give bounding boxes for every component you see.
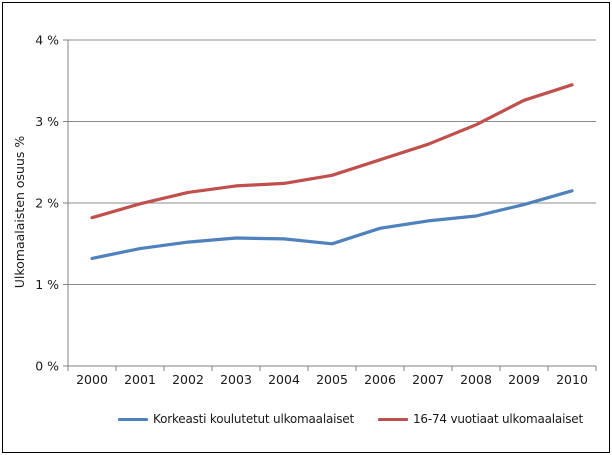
legend-line-swatch-blue: [118, 417, 148, 421]
y-tick-label-3: 3 %: [35, 114, 59, 129]
x-tick-label-2009: 2009: [508, 372, 540, 387]
legend-line-swatch-red: [378, 417, 408, 421]
y-axis-title: Ulkomaalaisten osuus %: [12, 136, 27, 289]
x-tick-label-2005: 2005: [316, 372, 348, 387]
x-tick-labels: 2000 2001 2002 2003 2004 2005 2006 2007 2008 2009…: [76, 372, 588, 387]
x-tick-label-2000: 2000: [76, 372, 108, 387]
series-lines: [90, 83, 574, 260]
legend-item-korkeasti-koulutetut: Korkeasti koulutetut ulkomaalaiset: [118, 412, 354, 426]
x-tick-label-2006: 2006: [364, 372, 396, 387]
legend-label: 16-74 vuotiaat ulkomaalaiset: [413, 412, 583, 426]
y-tick-label-4: 4 %: [35, 33, 59, 48]
legend-item-16-74-vuotiaat: 16-74 vuotiaat ulkomaalaiset: [378, 412, 583, 426]
series-line-1: [90, 83, 574, 220]
y-tick-labels: 0 % 1 % 2 % 3 % 4 %: [35, 33, 59, 374]
series-line-0: [90, 189, 574, 260]
y-tick-label-2: 2 %: [35, 196, 59, 211]
x-tick-label-2008: 2008: [460, 372, 492, 387]
legend-label: Korkeasti koulutetut ulkomaalaiset: [153, 412, 354, 426]
y-tick-label-1: 1 %: [35, 277, 59, 292]
x-tick-label-2004: 2004: [268, 372, 300, 387]
x-tick-marks: [67, 366, 597, 371]
legend: Korkeasti koulutetut ulkomaalaiset 16-74…: [118, 412, 583, 426]
x-tick-label-2010: 2010: [556, 372, 588, 387]
y-tick-marks: [63, 39, 68, 367]
x-tick-label-2003: 2003: [220, 372, 252, 387]
y-tick-label-0: 0 %: [35, 359, 59, 374]
x-tick-label-2002: 2002: [172, 372, 204, 387]
x-tick-label-2007: 2007: [412, 372, 444, 387]
gridlines: [68, 39, 596, 285]
x-tick-label-2001: 2001: [124, 372, 156, 387]
